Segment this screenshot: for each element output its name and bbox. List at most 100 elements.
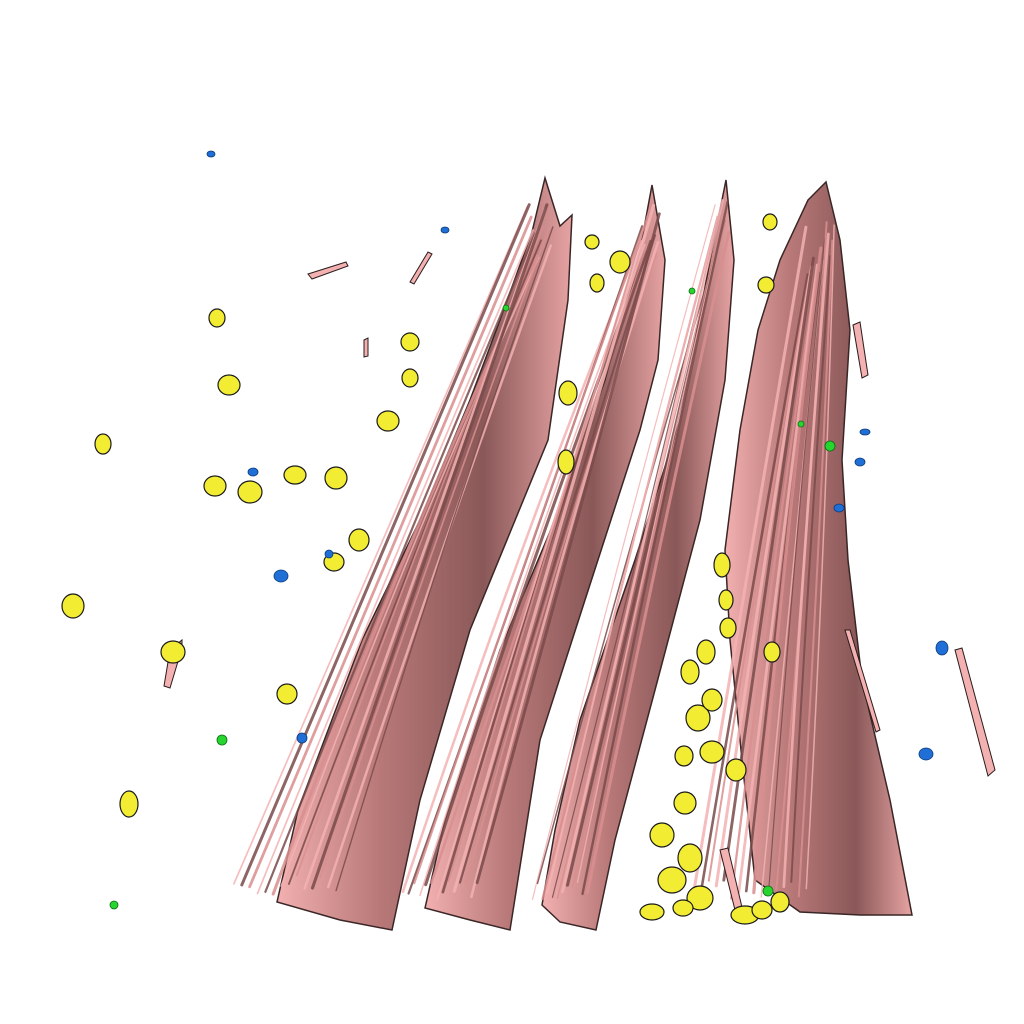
fiber-strand [714, 265, 814, 888]
fiber-strand [707, 272, 811, 882]
fiber-strand [576, 204, 728, 884]
blue-cells [206, 150, 949, 761]
fiber-strand [790, 255, 832, 883]
yellow-cell [713, 552, 731, 578]
blue-cell [273, 569, 289, 583]
fiber-strand [546, 212, 720, 894]
yellow-cell [672, 899, 694, 917]
green-cell [109, 900, 119, 910]
green-cell [762, 885, 774, 897]
yellow-cell [657, 866, 687, 894]
fiber-strand [692, 225, 808, 894]
fiber-strand [737, 263, 819, 894]
fiber-strand [326, 244, 553, 889]
fiber-strand [470, 241, 660, 899]
yellow-cell [324, 466, 348, 490]
yellow-cell [696, 639, 716, 665]
yellow-cell [558, 380, 578, 406]
fiber-strand [413, 225, 645, 885]
yellow-cell [680, 659, 700, 685]
yellow-cell [400, 332, 420, 352]
yellow-cell [677, 843, 703, 873]
yellow-cell [283, 465, 307, 485]
green-cell [216, 734, 228, 746]
fiber-strand [436, 218, 651, 901]
blue-cell [854, 457, 866, 467]
stray-fiber [954, 647, 996, 777]
blue-cell [296, 732, 308, 744]
yellow-cell [674, 745, 694, 767]
fiber-strand [782, 232, 830, 889]
blue-cell [247, 467, 259, 477]
green-cell [502, 304, 510, 312]
green-cell [688, 287, 696, 295]
yellow-cell [160, 640, 186, 664]
yellow-cell [609, 250, 631, 274]
yellow-cell [276, 683, 298, 705]
yellow-cell [376, 410, 400, 432]
yellow-cell [589, 273, 605, 293]
yellow-cell [719, 617, 737, 639]
yellow-cell [699, 740, 725, 764]
blue-cell [859, 428, 871, 436]
fiber-strand [240, 203, 531, 887]
fiber-strand [752, 246, 823, 895]
yellow-cell [701, 688, 723, 712]
fiber-strand [768, 238, 826, 890]
blue-cell [833, 503, 845, 513]
fiber-strand [335, 226, 554, 892]
yellow-cell [762, 213, 778, 231]
fiber-bundle-2 [401, 184, 666, 931]
yellow-cell [770, 891, 790, 913]
yellow-cell [757, 276, 775, 294]
blue-cell [935, 640, 949, 656]
fiber-strand [458, 234, 657, 884]
yellow-cell [673, 791, 697, 815]
blue-cell [440, 226, 450, 234]
blue-cell [324, 549, 334, 559]
stray-fiber [363, 337, 369, 358]
yellow-cell [557, 449, 575, 475]
fiber-strand [722, 256, 815, 882]
fiber-bundles [233, 175, 913, 931]
green-cell [797, 420, 805, 428]
yellow-cell [348, 528, 370, 552]
fiber-strand [700, 273, 810, 892]
fiber-strand [475, 212, 661, 885]
yellow-cell [237, 480, 263, 504]
yellow-cell [203, 475, 227, 497]
stray-fiber [844, 629, 881, 733]
fiber-strand [452, 203, 656, 893]
fiber-strand [581, 200, 729, 896]
yellow-cell [401, 368, 419, 388]
fiber-bundle-1 [233, 175, 573, 931]
fiber-strand [256, 229, 534, 895]
yellow-cell [584, 234, 600, 250]
yellow-cell [718, 589, 734, 611]
yellow-cell [217, 374, 241, 396]
fiber-strand [248, 215, 533, 889]
yellow-cell [725, 758, 747, 782]
fiber-strand [233, 206, 529, 885]
green-cells [109, 287, 836, 910]
stray-fiber [307, 261, 349, 280]
fiber-strand [797, 239, 834, 898]
yellow-cell [61, 593, 85, 619]
stray-fibers [163, 251, 996, 923]
fiber-strand [586, 230, 731, 894]
yellow-cell [763, 641, 781, 663]
yellow-cell [649, 822, 675, 848]
yellow-cell [208, 308, 226, 328]
yellow-cell [94, 433, 112, 455]
fiber-bundle-4 [692, 180, 913, 916]
blue-cell [918, 747, 934, 761]
fiber-strand [264, 232, 537, 893]
fiber-strand [319, 227, 550, 879]
fiber-bundle-3 [531, 179, 735, 931]
fiber-strand [730, 277, 817, 900]
fiber-strand [531, 204, 716, 900]
yellow-cells [61, 213, 790, 925]
fiber-strand [805, 224, 835, 890]
stray-fiber [852, 321, 869, 379]
